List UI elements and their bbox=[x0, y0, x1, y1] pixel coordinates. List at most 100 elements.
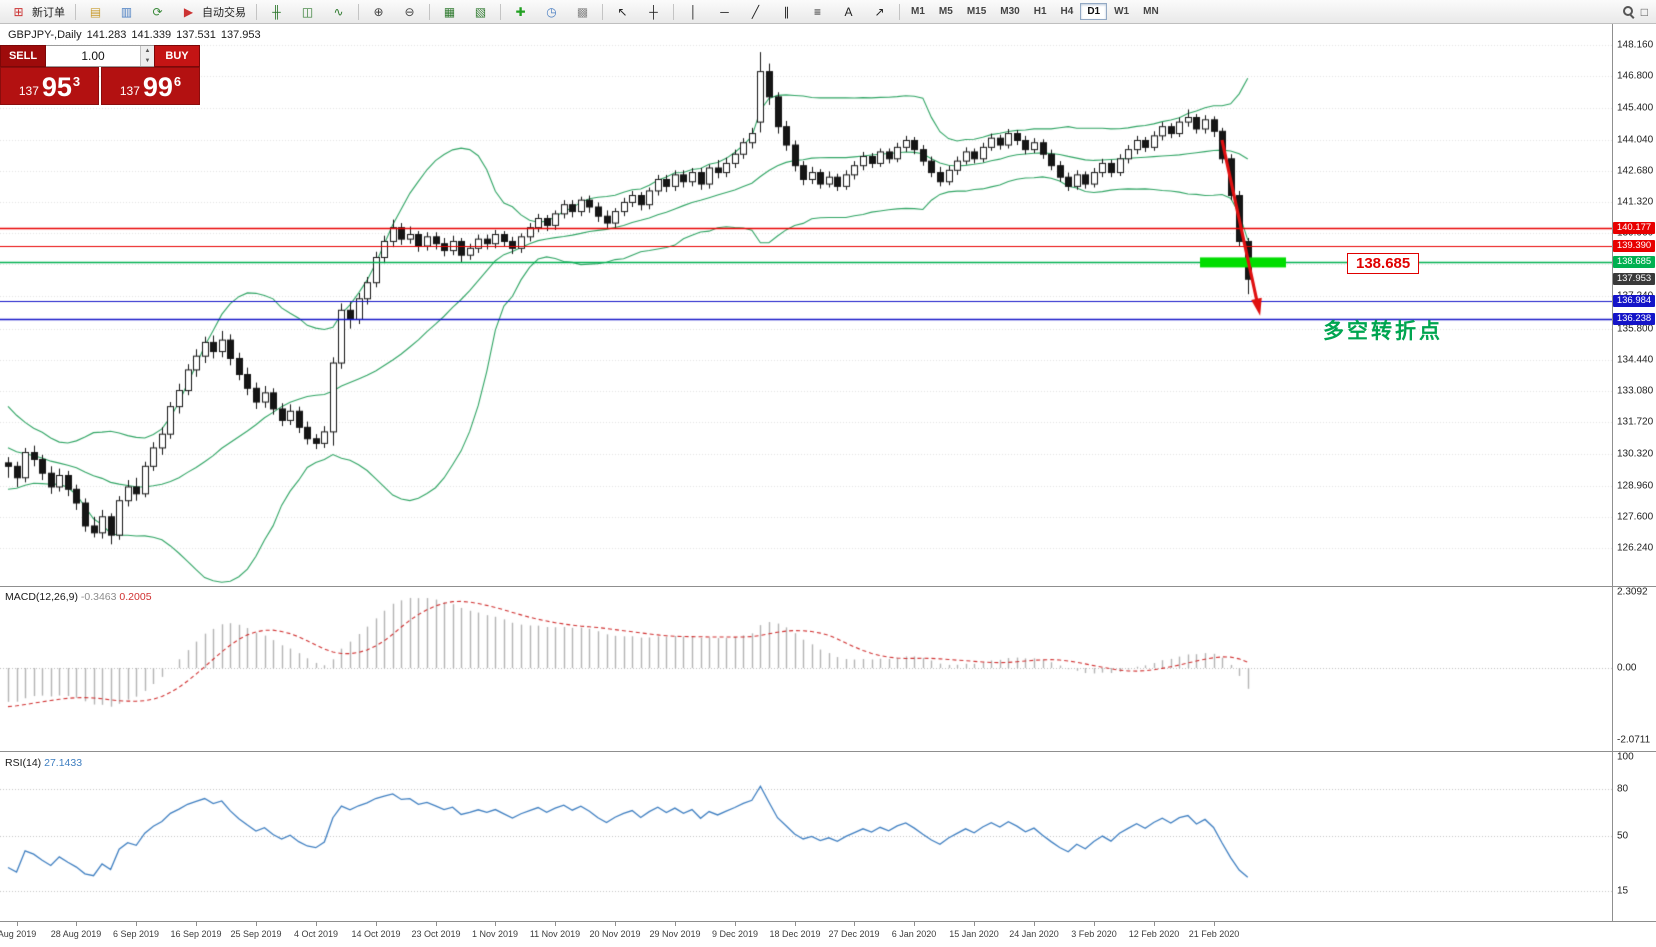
volume-up-icon[interactable]: ▲ bbox=[141, 46, 154, 56]
date-tick bbox=[675, 922, 676, 926]
horizontal-line-icon[interactable]: ─ bbox=[709, 1, 740, 23]
candlestick-chart-icon[interactable]: ◫ bbox=[292, 1, 323, 23]
macd-rsi-separator[interactable] bbox=[0, 751, 1656, 752]
price-chart-canvas[interactable] bbox=[0, 24, 1612, 586]
date-tick bbox=[914, 922, 915, 926]
periods-icon[interactable]: ◷ bbox=[536, 1, 567, 23]
timeframe-H1[interactable]: H1 bbox=[1027, 3, 1054, 20]
level-badge-139.390: 139.390 bbox=[1613, 240, 1655, 253]
rsi-panel-canvas[interactable] bbox=[0, 753, 1612, 921]
low-value: 137.531 bbox=[176, 29, 216, 41]
cursor-icon-glyph: ↖ bbox=[617, 4, 628, 19]
tile-windows-icon[interactable]: ▦ bbox=[434, 1, 465, 23]
arrows-icon[interactable]: ↗ bbox=[864, 1, 895, 23]
timeframe-M30[interactable]: M30 bbox=[993, 3, 1026, 20]
main-macd-separator[interactable] bbox=[0, 586, 1656, 587]
timeframe-M15[interactable]: M15 bbox=[960, 3, 993, 20]
buy-price-big: 99 bbox=[142, 72, 173, 102]
date-label: 16 Sep 2019 bbox=[170, 929, 222, 939]
buy-price-display[interactable]: 137 99 6 bbox=[101, 67, 200, 105]
price-tick-label: 142.680 bbox=[1617, 165, 1654, 177]
volume-box: ▲ ▼ bbox=[46, 45, 154, 67]
horizontal-line-icon-glyph: ─ bbox=[720, 4, 729, 19]
vertical-line-icon-glyph: │ bbox=[689, 4, 698, 19]
bar-chart-icon-glyph: ╫ bbox=[272, 4, 281, 19]
timeframe-H4[interactable]: H4 bbox=[1054, 3, 1081, 20]
line-chart-icon[interactable]: ∿ bbox=[323, 1, 354, 23]
date-tick bbox=[196, 922, 197, 926]
macd-axis-label: -2.0711 bbox=[1617, 734, 1651, 746]
toolbar-separator bbox=[429, 3, 430, 20]
level-badge-136.984: 136.984 bbox=[1613, 295, 1655, 308]
channel-icon[interactable]: ∥ bbox=[771, 1, 802, 23]
fullscreen-icon[interactable]: □ bbox=[1640, 4, 1648, 19]
refresh-icon[interactable]: ⟳ bbox=[142, 1, 173, 23]
date-tick bbox=[76, 922, 77, 926]
tile-windows-icon-glyph: ▦ bbox=[443, 4, 456, 19]
templates-icon[interactable]: ▩ bbox=[567, 1, 598, 23]
volume-down-icon[interactable]: ▼ bbox=[141, 56, 154, 66]
high-value: 141.339 bbox=[131, 29, 172, 41]
zoom-out-icon[interactable]: ⊖ bbox=[394, 1, 425, 23]
price-tick-label: 133.080 bbox=[1617, 385, 1654, 397]
sell-price-display[interactable]: 137 95 3 bbox=[0, 67, 99, 105]
refresh-icon-glyph: ⟳ bbox=[152, 4, 163, 19]
profiles-icon[interactable]: ▥ bbox=[111, 1, 142, 23]
volume-input[interactable] bbox=[46, 46, 140, 66]
new-order-button[interactable]: ⊞ 新订单 bbox=[3, 1, 71, 23]
buy-button[interactable]: BUY bbox=[154, 45, 200, 67]
date-label: 1 Nov 2019 bbox=[471, 929, 519, 939]
timeframe-M1[interactable]: M1 bbox=[904, 3, 932, 20]
search-icon[interactable] bbox=[1622, 5, 1635, 18]
bar-chart-icon[interactable]: ╫ bbox=[261, 1, 292, 23]
toolbar-separator bbox=[500, 3, 501, 20]
timeframe-W1[interactable]: W1 bbox=[1107, 3, 1136, 20]
crosshair-icon[interactable]: ┼ bbox=[638, 1, 669, 23]
trendline-icon[interactable]: ╱ bbox=[740, 1, 771, 23]
chart-window-icon[interactable]: ▤ bbox=[80, 1, 111, 23]
cursor-icon[interactable]: ↖ bbox=[607, 1, 638, 23]
date-tick bbox=[974, 922, 975, 926]
toolbar-separator bbox=[899, 3, 900, 20]
text-icon-glyph: A bbox=[844, 4, 853, 19]
date-tick bbox=[1094, 922, 1095, 926]
rsi-axis-label: 100 bbox=[1617, 751, 1634, 763]
date-tick bbox=[615, 922, 616, 926]
cascade-windows-icon[interactable]: ▧ bbox=[465, 1, 496, 23]
buy-price-sup: 6 bbox=[173, 74, 182, 89]
macd-panel-canvas[interactable] bbox=[0, 587, 1612, 751]
indicators-icon[interactable]: ✚ bbox=[505, 1, 536, 23]
date-label: 9 Dec 2019 bbox=[711, 929, 759, 939]
autotrading-button[interactable]: ▶ 自动交易 bbox=[173, 1, 252, 23]
date-label: 23 Oct 2019 bbox=[411, 929, 461, 939]
price-tick-label: 144.040 bbox=[1617, 134, 1654, 146]
timeframe-M5[interactable]: M5 bbox=[932, 3, 960, 20]
date-label: 4 Oct 2019 bbox=[293, 929, 339, 939]
timeframe-MN[interactable]: MN bbox=[1136, 3, 1166, 20]
date-label: 27 Dec 2019 bbox=[828, 929, 880, 939]
date-label: 14 Oct 2019 bbox=[351, 929, 401, 939]
timeframe-D1[interactable]: D1 bbox=[1080, 3, 1108, 20]
rsi-axis-label: 80 bbox=[1617, 783, 1629, 795]
sell-button[interactable]: SELL bbox=[0, 45, 46, 67]
new-order-button-label: 新订单 bbox=[32, 6, 65, 19]
turning-point-note[interactable]: 多空转折点 bbox=[1323, 320, 1443, 343]
templates-icon-glyph: ▩ bbox=[576, 4, 589, 19]
date-tick bbox=[735, 922, 736, 926]
date-label: 11 Nov 2019 bbox=[529, 929, 581, 939]
text-icon[interactable]: A bbox=[833, 1, 864, 23]
date-label: 6 Jan 2020 bbox=[891, 929, 937, 939]
fibonacci-icon[interactable]: ≡ bbox=[802, 1, 833, 23]
zoom-in-icon[interactable]: ⊕ bbox=[363, 1, 394, 23]
date-label: 20 Nov 2019 bbox=[589, 929, 641, 939]
price-axis: 148.160 146.800 145.400 144.040 142.680 141.3… bbox=[1613, 24, 1656, 586]
open-value: 141.283 bbox=[86, 29, 127, 41]
price-tick-label: 128.960 bbox=[1617, 480, 1654, 492]
vertical-line-icon[interactable]: │ bbox=[678, 1, 709, 23]
date-label: 29 Nov 2019 bbox=[649, 929, 701, 939]
price-callout-label[interactable]: 138.685 bbox=[1347, 253, 1420, 274]
date-tick bbox=[795, 922, 796, 926]
toolbar-right-group: □ bbox=[1622, 5, 1656, 19]
